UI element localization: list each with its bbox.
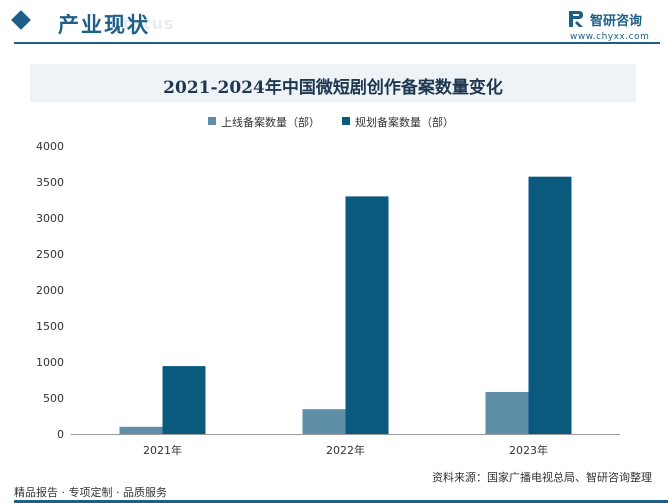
y-tick-label: 3000 (36, 212, 64, 225)
ghost-watermark-text: Status (110, 14, 175, 33)
bar (528, 176, 572, 434)
y-tick-label: 1500 (36, 320, 64, 333)
y-tick-label: 4000 (36, 140, 64, 153)
bar (119, 426, 163, 434)
legend-item-online: 上线备案数量（部） (208, 114, 320, 130)
chart-title: 2021-2024年中国微短剧创作备案数量变化 (163, 78, 503, 98)
footer-tagline: 精品报告 · 专项定制 · 品质服务 (14, 486, 167, 499)
bar (162, 366, 206, 434)
header-bar: Status 产业现状 智研咨询 www.chyxx.com (0, 0, 668, 44)
y-tick-label: 2000 (36, 284, 64, 297)
brand-url: www.chyxx.com (570, 32, 650, 42)
x-tick-label: 2021年 (143, 443, 182, 457)
brand-logo-icon (569, 11, 583, 27)
chart-title-band: 2021-2024年中国微短剧创作备案数量变化 (30, 64, 636, 102)
brand-name: 智研咨询 (590, 14, 643, 29)
y-tick-label: 500 (43, 392, 64, 405)
bar (345, 196, 389, 434)
x-tick-label: 2023年 (509, 443, 548, 457)
y-tick-label: 1000 (36, 356, 64, 369)
y-tick-label: 0 (57, 428, 64, 441)
legend-label-planned: 规划备案数量（部） (355, 116, 454, 129)
legend-label-online: 上线备案数量（部） (221, 116, 320, 129)
legend-swatch-planned (342, 117, 350, 125)
y-tick-label: 2500 (36, 248, 64, 261)
legend-swatch-online (208, 117, 216, 125)
header-divider (14, 42, 660, 44)
footer-divider (14, 500, 668, 503)
bar (485, 391, 529, 434)
section-title: 产业现状 (58, 13, 150, 37)
y-tick-label: 3500 (36, 176, 64, 189)
x-tick-label: 2022年 (326, 443, 365, 457)
bar (302, 409, 346, 434)
source-note: 资料来源：国家广播电视总局、智研咨询整理 (432, 471, 652, 484)
legend-item-planned: 规划备案数量（部） (342, 114, 454, 130)
